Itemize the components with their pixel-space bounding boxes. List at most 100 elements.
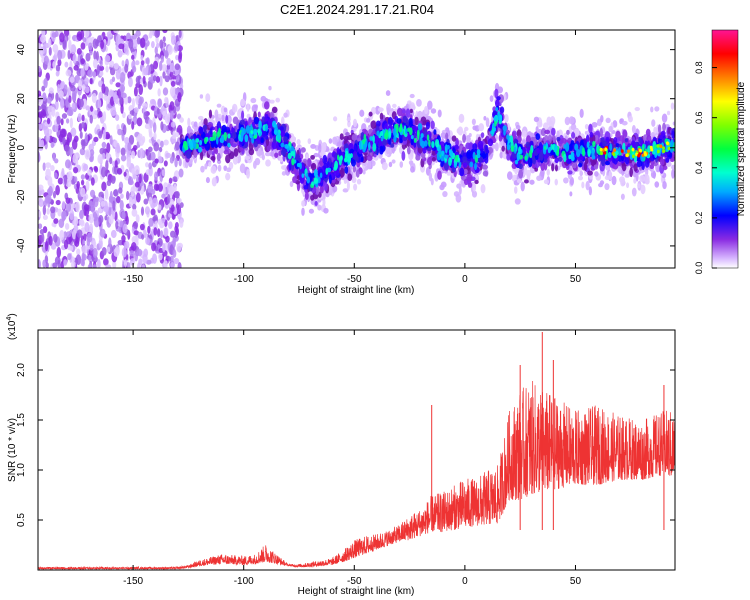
noise-blob (163, 227, 168, 237)
spectrum-blob (560, 138, 567, 143)
noise-blob (108, 206, 112, 217)
noise-blob (53, 233, 58, 243)
noise-blob (40, 34, 46, 43)
noise-blob (52, 44, 59, 53)
noise-blob (95, 196, 99, 203)
noise-blob (47, 38, 52, 48)
noise-blob (112, 260, 117, 268)
noise-blob (138, 97, 143, 107)
spectrum-blob (608, 125, 613, 133)
noise-blob (87, 169, 92, 176)
noise-blob (80, 179, 85, 186)
noise-blob (89, 78, 93, 85)
noise-blob (108, 215, 114, 225)
spectrum-blob (381, 162, 388, 171)
noise-blob (169, 86, 176, 97)
spectrum-blob (644, 174, 650, 184)
noise-blob (177, 92, 182, 103)
noise-blob (73, 216, 79, 226)
noise-blob (140, 54, 144, 61)
figure-title: C2E1.2024.291.17.21.R04 (280, 2, 434, 17)
noise-blob (156, 107, 160, 115)
noise-blob (81, 139, 86, 150)
noise-blob (56, 83, 61, 94)
spectrum-blob (588, 186, 593, 196)
spectrum-blob (391, 159, 396, 164)
noise-blob (157, 218, 163, 225)
noise-blob (164, 75, 170, 83)
noise-blob (145, 237, 150, 245)
spectrum-blob (621, 120, 628, 126)
spectrogram-heatmap (38, 30, 675, 268)
noise-blob (124, 241, 130, 249)
noise-blob (178, 53, 182, 63)
spectrum-blob (620, 178, 626, 187)
noise-blob (42, 214, 48, 221)
spectrum-blob (659, 158, 665, 166)
noise-blob (93, 136, 99, 143)
noise-blob (52, 60, 56, 69)
spectrum-blob (521, 130, 528, 138)
noise-blob (38, 184, 44, 191)
spectrum-blob (611, 175, 617, 186)
noise-blob (143, 111, 148, 120)
spectrum-blob (281, 171, 287, 176)
noise-blob (174, 141, 180, 151)
noise-blob (93, 50, 97, 61)
noise-blob (85, 52, 91, 62)
noise-blob (119, 71, 126, 83)
noise-blob (100, 166, 107, 178)
noise-blob (106, 31, 113, 38)
spectrum-blob (407, 146, 411, 155)
spectrum-blob (207, 116, 213, 124)
noise-blob (57, 58, 62, 67)
noise-blob (73, 166, 79, 174)
noise-blob (52, 262, 58, 268)
noise-blob (102, 129, 107, 141)
noise-blob (102, 111, 107, 122)
noise-blob (62, 136, 66, 145)
noise-blob (64, 144, 70, 152)
noise-blob (91, 92, 97, 104)
noise-blob (41, 85, 46, 92)
noise-blob (140, 206, 145, 216)
noise-blob (139, 148, 145, 159)
noise-blob (106, 246, 111, 253)
spectrum-blob (629, 167, 633, 178)
noise-blob (59, 229, 65, 241)
noise-blob (141, 264, 146, 268)
spectrum-blob (322, 198, 326, 207)
spectrum-blob (480, 132, 485, 139)
noise-blob (161, 193, 166, 199)
spectrum-blob (370, 120, 377, 130)
noise-blob (71, 260, 76, 268)
noise-blob (105, 151, 110, 162)
noise-blob (100, 200, 106, 207)
noise-blob (167, 44, 173, 55)
noise-blob (164, 113, 171, 125)
spectrum-blob (472, 125, 477, 131)
noise-blob (128, 196, 133, 208)
noise-blob (109, 157, 113, 165)
noise-blob (134, 165, 140, 176)
spectrum-blob (310, 144, 317, 149)
noise-blob (60, 118, 64, 126)
spectrum-blob (492, 137, 497, 144)
noise-blob (139, 223, 145, 231)
noise-blob (84, 86, 90, 94)
noise-blob (160, 140, 164, 148)
noise-blob (142, 253, 148, 264)
noise-blob (90, 105, 94, 112)
spectrum-blob (226, 167, 232, 173)
noise-blob (131, 121, 135, 130)
spectrum-blob (425, 121, 431, 130)
noise-blob (57, 49, 63, 61)
noise-blob (149, 151, 156, 161)
spectrum-blob (543, 179, 550, 185)
spectrum-blob (366, 118, 371, 123)
spectrum-blob (336, 141, 341, 147)
spectrum-blob (388, 161, 393, 168)
noise-blob (94, 166, 99, 173)
noise-blob (177, 262, 182, 268)
spectrum-blob (550, 127, 556, 136)
